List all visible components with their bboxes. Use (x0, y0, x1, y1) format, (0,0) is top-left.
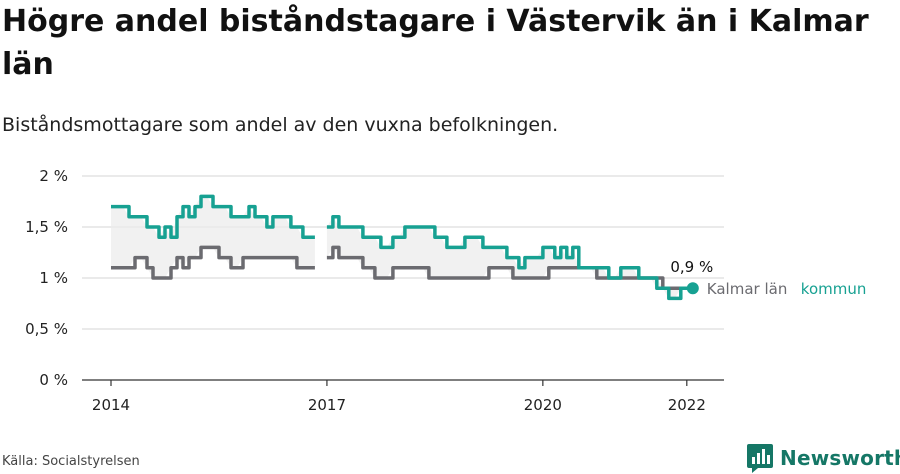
chart-title: Högre andel biståndstagare i Västervik ä… (2, 4, 869, 82)
y-tick-label: 1,5 % (25, 218, 68, 236)
y-tick-label: 2 % (39, 167, 68, 185)
series-line-lan (111, 245, 693, 290)
series-line-kommun (111, 194, 693, 301)
series-label-lan: Kalmar län (707, 280, 788, 298)
x-tick-label: 2022 (668, 396, 706, 414)
y-tick-label: 0 % (39, 371, 68, 389)
x-tick-label: 2017 (308, 396, 346, 414)
y-tick-label: 1 % (39, 269, 68, 287)
x-tick-label: 2014 (92, 396, 130, 414)
end-value-label: 0,9 % (670, 258, 713, 276)
source-note: Källa: Socialstyrelsen (2, 454, 140, 469)
chart-subtitle: Biståndsmottagare som andel av den vuxna… (2, 114, 559, 136)
brand-name: Newsworthy (780, 446, 900, 470)
x-tick-label: 2020 (524, 396, 562, 414)
difference-band (111, 196, 315, 278)
end-point-marker (686, 282, 699, 295)
brand-logo: Newsworthy (746, 442, 900, 474)
newsworthy-logo-icon (747, 444, 773, 473)
series-label-kommun: kommun (801, 280, 867, 298)
y-tick-label: 0,5 % (25, 320, 68, 338)
